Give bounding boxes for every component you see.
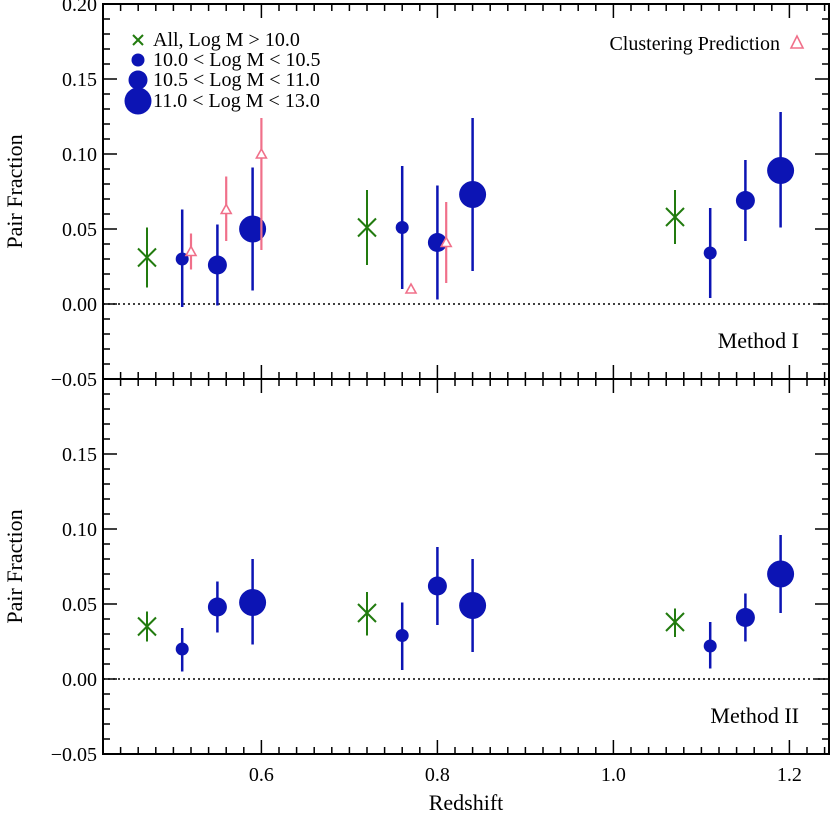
data-point-circle-small	[175, 642, 189, 656]
y-tick-label: 0.05	[62, 219, 97, 241]
data-point-x-stroke-b	[137, 247, 157, 268]
data-point-circle-large	[767, 157, 795, 184]
x-tick-label: 0.8	[425, 764, 450, 786]
data-point-triangle	[404, 282, 418, 294]
data-point-x	[665, 207, 685, 227]
x-tick-label: 0.6	[249, 764, 274, 786]
x-axis-label: Redshift	[429, 790, 504, 815]
data-point-circle-small	[395, 629, 409, 642]
data-point-x	[137, 616, 157, 637]
data-point-triangle	[184, 244, 198, 257]
y-tick-label: 0.20	[62, 0, 97, 16]
legend-label: 10.5 < Log M < 11.0	[153, 69, 320, 91]
plot-frame	[102, 378, 830, 755]
series-1	[175, 602, 717, 672]
data-point-triangle	[255, 147, 268, 159]
legend-marker-circle-small	[131, 53, 145, 67]
y-tick-label: −0.05	[51, 369, 97, 391]
y-tick-label: 0.00	[62, 294, 97, 316]
series-1	[175, 166, 717, 307]
data-point-x-stroke-b	[357, 217, 377, 238]
x-tick-label: 1.0	[601, 764, 626, 786]
data-point-x-stroke-b	[137, 616, 157, 637]
data-point-circle-large	[239, 215, 267, 243]
data-point-circle-small	[703, 639, 717, 653]
series-0	[137, 190, 685, 288]
x-tick-label: 1.2	[777, 764, 802, 786]
legend-label: All, Log M > 10.0	[153, 29, 300, 51]
y-axis-label: Pair Fraction	[2, 134, 27, 248]
legend-label-clustering: Clustering Prediction	[609, 33, 780, 55]
y-tick-label: 0.05	[62, 594, 97, 616]
y-tick-label: 0.15	[62, 69, 97, 91]
legend-marker-x	[132, 34, 144, 46]
data-point-circle-small	[703, 246, 717, 260]
legend-x-b	[132, 34, 144, 46]
legend-marker-triangle	[789, 34, 805, 49]
data-point-x	[137, 247, 157, 268]
y-tick-label: 0.00	[62, 669, 97, 691]
data-point-circle-large	[239, 589, 267, 616]
y-axis-label: Pair Fraction	[2, 509, 27, 623]
legend-label: 10.0 < Log M < 10.5	[153, 49, 321, 71]
data-point-triangle	[439, 235, 453, 248]
y-tick-label: 0.10	[62, 144, 97, 166]
series-0	[137, 592, 685, 642]
data-point-circle-medium	[427, 576, 447, 596]
legend: All, Log M > 10.010.0 < Log M < 10.510.5…	[124, 29, 805, 115]
series-2	[207, 160, 755, 306]
panel-label: Method II	[710, 703, 799, 728]
series-3	[239, 535, 795, 652]
data-point-circle-large	[767, 560, 795, 588]
data-point-circle-large	[459, 592, 487, 619]
data-point-x-stroke-b	[357, 603, 377, 623]
data-point-circle-medium	[735, 608, 755, 627]
data-point-x-stroke-b	[665, 207, 685, 227]
data-point-circle-medium	[207, 597, 227, 617]
series-3	[239, 112, 795, 291]
legend-label: 11.0 < Log M < 13.0	[153, 90, 320, 112]
data-point-triangle	[219, 202, 233, 215]
data-point-circle-medium	[735, 191, 755, 210]
data-point-x	[665, 612, 685, 632]
series-4	[184, 118, 453, 294]
data-point-x	[357, 603, 377, 623]
panel-method-1: −0.05 0.00 0.05 0.10 0.15 0.20 Pair Fraction Me…	[2, 0, 830, 391]
data-point-circle-small	[395, 221, 409, 234]
panel-method-2: −0.05 0.00 0.05 0.10 0.15 Pair Fraction Method…	[2, 378, 830, 766]
y-tick-label: 0.10	[62, 519, 97, 541]
panel-label: Method I	[718, 328, 799, 353]
data-point-circle-large	[459, 181, 487, 208]
series-2	[207, 547, 755, 642]
data-point-x-stroke-b	[665, 612, 685, 632]
y-tick-label: 0.15	[62, 444, 97, 466]
data-point-circle-medium	[207, 255, 227, 275]
legend-marker-circle-medium	[128, 70, 148, 90]
legend-marker-circle-large	[124, 87, 152, 115]
y-tick-label: −0.05	[51, 744, 97, 766]
data-point-x	[357, 217, 377, 238]
